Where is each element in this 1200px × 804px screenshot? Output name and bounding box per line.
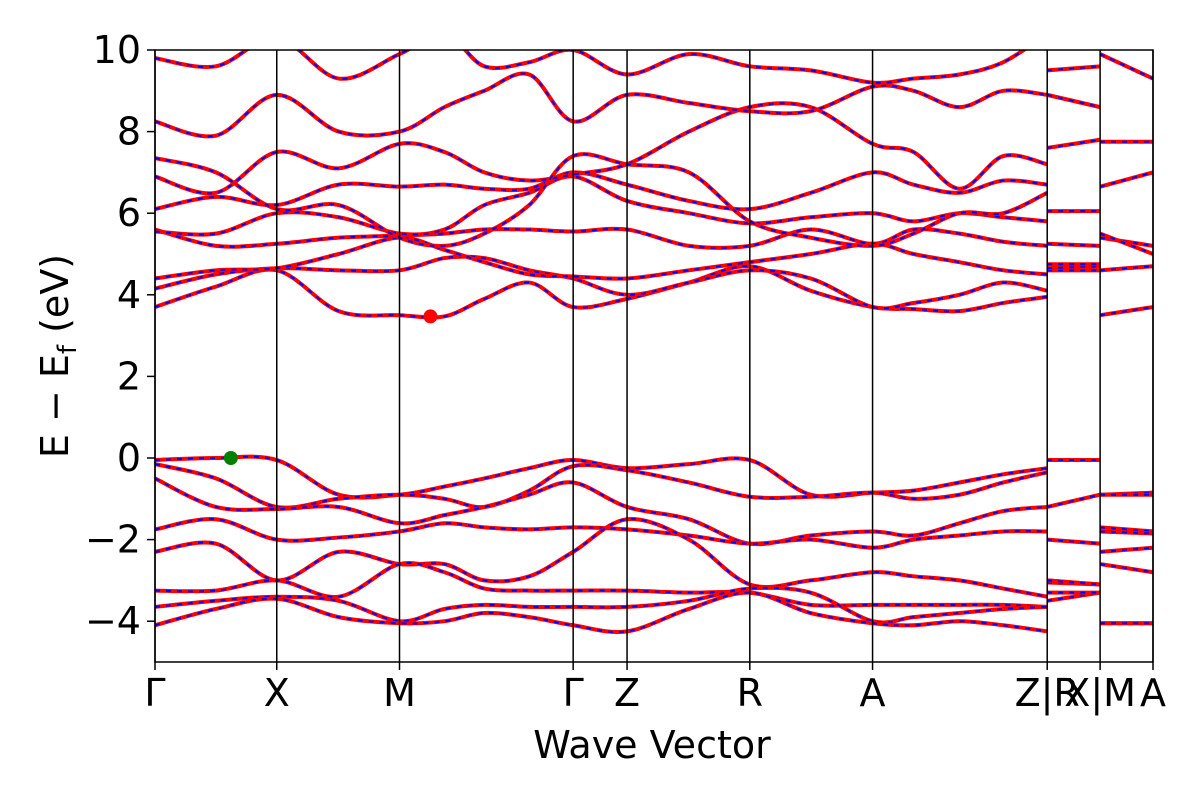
y-axis-label: E − Ef (eV) [33, 254, 83, 458]
x-tick-label: A [1140, 671, 1166, 715]
y-tick-label: 2 [117, 354, 141, 398]
band-overlay [155, 50, 1026, 84]
band-overlay [155, 236, 1153, 280]
band-overlay [155, 227, 1153, 255]
band-overlay [155, 518, 1153, 586]
band [155, 462, 1153, 510]
band [155, 235, 1153, 281]
y-label-sub: f [53, 344, 83, 354]
band-overlay [155, 591, 1153, 634]
band-overlay [155, 153, 1048, 247]
y-label-unit: (eV) [33, 254, 77, 345]
x-tick-label: Γ [144, 671, 165, 715]
x-tick-label: X [264, 671, 290, 715]
x-tick-label: R [737, 671, 763, 715]
band-overlay [155, 265, 1153, 319]
y-tick-label: 10 [93, 28, 141, 72]
y-tick-label: 4 [117, 273, 141, 317]
band-overlay [155, 138, 1153, 211]
y-label-main: E − E [33, 354, 77, 458]
y-tick-label: −2 [85, 518, 141, 562]
x-tick-label: Γ [563, 671, 584, 715]
band-overlay [155, 171, 1153, 236]
band-overlay [155, 518, 1153, 602]
band-edge-marker [423, 309, 438, 324]
band-edge-marker [223, 451, 238, 465]
band [155, 476, 1153, 547]
band-overlay [155, 53, 1153, 195]
y-tick-label: −4 [85, 599, 141, 643]
plot-area [155, 50, 1153, 635]
y-tick-label: 0 [117, 436, 141, 480]
band [155, 152, 1049, 248]
band [155, 50, 1028, 85]
x-tick-label: M [383, 671, 416, 715]
x-axis-label: Wave Vector [533, 723, 771, 767]
band [155, 517, 1153, 587]
x-tick-label: X|M [1064, 671, 1136, 716]
x-tick-label: Z [614, 671, 640, 715]
band [155, 454, 1153, 500]
x-tick-label: A [860, 671, 886, 715]
y-tick-label: 8 [117, 110, 141, 154]
band-overlay [155, 255, 1153, 310]
band-overlay [155, 65, 1101, 138]
y-tick-label: 6 [117, 191, 141, 235]
x-tick-label: Z|R [1015, 671, 1080, 716]
band-overlay [155, 477, 1153, 546]
band-overlay [155, 463, 1153, 509]
band [155, 52, 1153, 196]
